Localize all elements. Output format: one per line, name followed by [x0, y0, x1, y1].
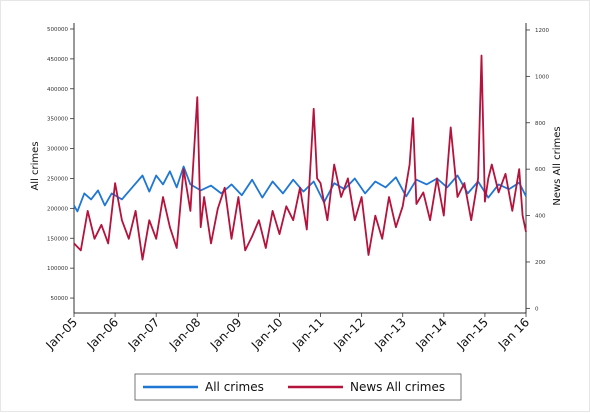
- y-right-tick-label: 1200: [535, 28, 549, 34]
- legend: All crimes News All crimes: [134, 373, 462, 401]
- y-left-tick-label: 350000: [47, 117, 68, 123]
- y-left-tick-label: 450000: [47, 57, 68, 63]
- legend-label-all-crimes: All crimes: [205, 380, 264, 394]
- legend-label-news-all-crimes: News All crimes: [350, 380, 445, 394]
- y-right-axis-label: News All crimes: [552, 126, 563, 205]
- y-left-tick-label: 100000: [47, 266, 68, 272]
- y-left-tick-label: 400000: [47, 87, 68, 93]
- series-line-news-all-crimes: [73, 54, 527, 261]
- y-right-tick-label: 1000: [535, 74, 549, 80]
- y-right-tick-label: 800: [535, 121, 546, 127]
- y-left-axis-label: All crimes: [30, 141, 41, 190]
- left-axis-ticks: 50000 100000 150000 200000 250000 300000 35000…: [47, 27, 74, 302]
- y-left-tick-label: 500000: [47, 27, 68, 33]
- y-right-tick-label: 400: [535, 214, 546, 220]
- y-right-tick-label: 200: [535, 260, 546, 266]
- axes-group: [73, 23, 527, 314]
- y-left-tick-label: 50000: [51, 296, 69, 302]
- y-left-tick-label: 250000: [47, 176, 68, 182]
- y-left-tick-label: 300000: [47, 147, 68, 153]
- y-left-tick-label: 150000: [47, 236, 68, 242]
- y-right-tick-label: 600: [535, 167, 546, 173]
- y-left-tick-label: 200000: [47, 206, 68, 212]
- series-lines: [73, 54, 527, 261]
- y-right-tick-label: 0: [535, 306, 539, 312]
- right-axis-ticks: 0 200 400 600 800 1000 1200: [526, 28, 549, 312]
